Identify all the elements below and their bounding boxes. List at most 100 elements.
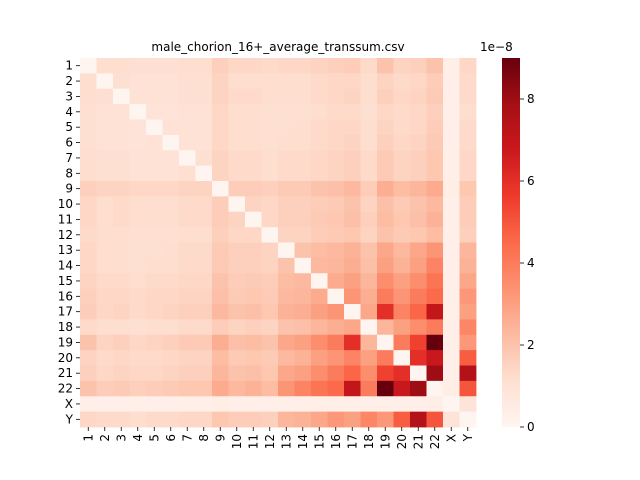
heatmap-cell xyxy=(426,227,444,243)
heatmap-cell xyxy=(377,304,394,320)
heatmap-cell xyxy=(179,411,196,428)
colorbar-tick-label: 8 xyxy=(527,92,535,106)
heatmap-cell xyxy=(80,88,97,105)
heatmap-cell xyxy=(228,88,246,105)
heatmap-cell xyxy=(327,334,345,351)
heatmap-cell xyxy=(113,257,130,274)
heatmap-cell xyxy=(195,334,213,351)
heatmap-cell xyxy=(129,181,147,197)
heatmap-cell xyxy=(129,242,147,259)
heatmap-cell xyxy=(212,288,229,305)
heatmap-cell xyxy=(410,88,427,105)
heatmap-cell xyxy=(162,181,180,197)
heatmap-cell xyxy=(360,165,378,182)
heatmap-cell xyxy=(344,165,361,182)
heatmap-cell xyxy=(459,134,477,151)
y-tick-label: 17 xyxy=(58,305,73,319)
heatmap-cell xyxy=(294,288,312,305)
heatmap-cell xyxy=(410,396,427,413)
heatmap-cell xyxy=(393,319,411,336)
heatmap-cell xyxy=(410,150,427,167)
x-tick-label: 3 xyxy=(114,434,128,442)
heatmap-cell xyxy=(80,165,97,182)
heatmap-cell xyxy=(327,273,345,290)
heatmap-cell xyxy=(410,165,427,182)
heatmap-cell xyxy=(443,58,460,74)
heatmap-cell xyxy=(393,304,411,320)
heatmap-cell xyxy=(443,134,460,151)
heatmap-cell xyxy=(377,196,394,213)
heatmap-cell xyxy=(443,380,460,397)
heatmap-cell xyxy=(459,119,477,136)
heatmap-cell xyxy=(426,396,444,413)
heatmap-cell xyxy=(410,196,427,213)
heatmap-cell xyxy=(129,273,147,290)
heatmap-cell xyxy=(261,365,279,382)
heatmap-cell xyxy=(311,319,328,336)
heatmap-cell xyxy=(393,165,411,182)
heatmap-cell xyxy=(377,365,394,382)
heatmap-cell xyxy=(311,134,328,151)
heatmap-cell xyxy=(96,211,114,228)
heatmap-cell xyxy=(311,88,328,105)
heatmap-cell xyxy=(162,365,180,382)
y-tick-label: 21 xyxy=(58,366,73,380)
heatmap-cell xyxy=(195,165,213,182)
heatmap-cell xyxy=(146,288,163,305)
heatmap-cell xyxy=(344,104,361,120)
heatmap-cell xyxy=(278,396,295,413)
heatmap-cell xyxy=(129,73,147,90)
heatmap-cell xyxy=(129,396,147,413)
heatmap-cell xyxy=(96,273,114,290)
x-tick-label: 1 xyxy=(81,434,95,442)
heatmap-cell xyxy=(129,380,147,397)
heatmap-cell xyxy=(96,73,114,90)
heatmap-cell xyxy=(228,58,246,74)
heatmap-cell xyxy=(195,396,213,413)
heatmap-cell xyxy=(426,319,444,336)
heatmap-cell xyxy=(146,58,163,74)
heatmap-cell xyxy=(410,134,427,151)
heatmap-cell xyxy=(195,319,213,336)
heatmap-cell xyxy=(113,242,130,259)
y-tick-label: 13 xyxy=(58,243,73,257)
heatmap-cell xyxy=(426,334,444,351)
heatmap-cell xyxy=(245,273,262,290)
heatmap-cell xyxy=(162,211,180,228)
heatmap-cell xyxy=(410,273,427,290)
heatmap-cell xyxy=(294,365,312,382)
heatmap-cell xyxy=(162,288,180,305)
heatmap-cell xyxy=(113,304,130,320)
heatmap-cell xyxy=(377,350,394,366)
heatmap-cell xyxy=(96,181,114,197)
heatmap-cell xyxy=(179,134,196,151)
heatmap-cell xyxy=(212,242,229,259)
heatmap-cell xyxy=(377,165,394,182)
heatmap-cell xyxy=(80,196,97,213)
heatmap-cell xyxy=(393,58,411,74)
heatmap-cell xyxy=(377,150,394,167)
heatmap-cell xyxy=(212,165,229,182)
heatmap-cell xyxy=(80,257,97,274)
heatmap-cell xyxy=(311,396,328,413)
heatmap-cell xyxy=(113,211,130,228)
heatmap-cell xyxy=(459,365,477,382)
heatmap-cell xyxy=(129,411,147,428)
heatmap-cell xyxy=(261,273,279,290)
heatmap-cell xyxy=(344,242,361,259)
heatmap-cell xyxy=(245,150,262,167)
heatmap-cell xyxy=(360,119,378,136)
heatmap-cell xyxy=(344,211,361,228)
heatmap-cell xyxy=(80,304,97,320)
heatmap-cell xyxy=(327,227,345,243)
colorbar-tick-label: 6 xyxy=(527,174,535,188)
heatmap-cell xyxy=(311,257,328,274)
heatmap-cell xyxy=(162,227,180,243)
heatmap-cell xyxy=(294,88,312,105)
heatmap-cell xyxy=(278,104,295,120)
heatmap-cell xyxy=(129,334,147,351)
heatmap-cell xyxy=(327,104,345,120)
heatmap-cell xyxy=(113,411,130,428)
heatmap-cell xyxy=(129,104,147,120)
heatmap-cell xyxy=(245,365,262,382)
